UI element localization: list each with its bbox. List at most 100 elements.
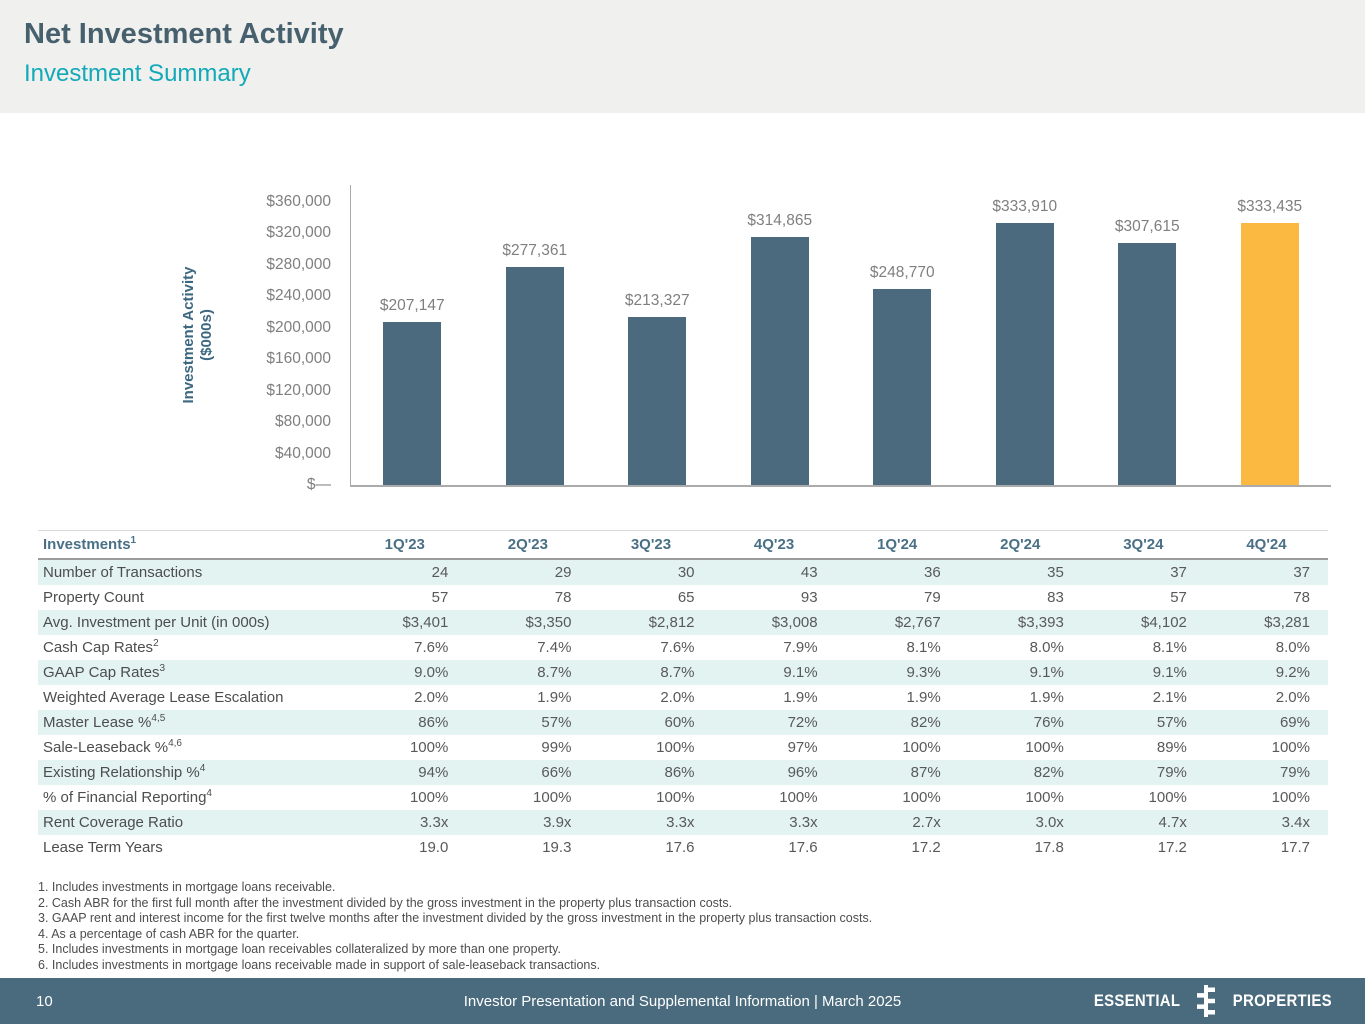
table-cell: 17.6: [788, 839, 818, 856]
footer-text: Investor Presentation and Supplemental I…: [463, 992, 902, 1010]
table-cell: $2,812: [648, 614, 695, 631]
table-cell: $3,008: [771, 614, 818, 631]
table-cell: 86%: [418, 714, 449, 731]
bar-value-label: $314,865: [747, 212, 813, 229]
table-cell: 82%: [910, 714, 941, 731]
table-body: Number of Transactions 24 29 30 43 36 35 37 37 Pr…: [38, 559, 1328, 860]
table-cell: 57%: [541, 714, 572, 731]
table-cell: 60%: [664, 714, 695, 731]
table-cell: 9.1%: [1029, 664, 1064, 681]
table-cell: 100%: [409, 739, 449, 756]
bar-value-label: $248,770: [869, 264, 935, 281]
bar-value-label: $333,910: [992, 198, 1058, 215]
table-cell: 2.1%: [1152, 689, 1187, 706]
bar-group-1: $277,361: [474, 185, 597, 485]
table-cell: 8.7%: [660, 664, 695, 681]
table-cell: 79: [924, 589, 941, 606]
table-cell: 43: [800, 564, 818, 581]
table-cell: 99%: [541, 739, 572, 756]
essential-properties-logo-icon: [1194, 985, 1218, 1017]
table-cell: $4,102: [1141, 614, 1187, 631]
table-cell: 30: [677, 564, 695, 581]
table-row: Avg. Investment per Unit (in 000s) $3,401…: [38, 610, 1328, 635]
column-header: 2Q'23: [466, 530, 590, 560]
table-title: Investments1: [38, 530, 344, 560]
row-label: Rent Coverage Ratio: [43, 814, 184, 831]
table-cell: 9.3%: [906, 664, 941, 681]
table-cell: 100%: [1025, 789, 1064, 806]
table-cell: 93: [800, 589, 818, 606]
bar: [1240, 223, 1299, 485]
table-cell: 100%: [1271, 789, 1310, 806]
y-axis-tick-label: $240,000: [266, 287, 331, 305]
footnote-line: 4. As a percentage of cash ABR for the q…: [38, 926, 300, 941]
column-header: 3Q'23: [589, 530, 713, 560]
column-header: 1Q'24: [835, 530, 959, 560]
table-cell: 37: [1293, 564, 1310, 581]
essential-properties-logo: ESSENTIAL PROPERTIES: [1088, 985, 1339, 1017]
column-header: 4Q'24: [1204, 530, 1328, 560]
logo-word-essential: ESSENTIAL: [1094, 991, 1181, 1010]
table-cell: 9.2%: [1275, 664, 1310, 681]
page-number: 10: [36, 992, 53, 1010]
y-axis-tick-label: $200,000: [266, 318, 331, 336]
footnote-line: 6. Includes investments in mortgage loan…: [38, 957, 601, 972]
table-cell: 100%: [409, 789, 449, 806]
table-cell: 8.0%: [1029, 639, 1064, 656]
y-axis-tick-label: $—: [306, 476, 331, 493]
table-cell: 57: [1170, 589, 1187, 606]
bar-value-label: $207,147: [379, 297, 445, 314]
table-cell: 8.0%: [1275, 639, 1310, 656]
table-row: GAAP Cap Rates3 9.0% 8.7% 8.7% 9.1% 9.3% 9.1% 9…: [38, 660, 1328, 685]
row-label: Master Lease %4,5: [43, 713, 166, 732]
header-band: Net Investment Activity Investment Summa…: [0, 0, 1365, 113]
row-label: GAAP Cap Rates3: [43, 663, 166, 682]
table-row: Master Lease %4,5 86% 57% 60% 72% 82% 76% 57% 69…: [38, 710, 1328, 735]
table-cell: 3.3x: [666, 814, 695, 831]
table-cell: 24: [431, 564, 449, 581]
table-cell: 1.9%: [906, 689, 941, 706]
table-cell: 78: [1293, 589, 1310, 606]
row-label: Weighted Average Lease Escalation: [43, 689, 284, 706]
row-label: Property Count: [43, 589, 144, 606]
table-cell: 8.1%: [906, 639, 941, 656]
bar-group-4: $248,770: [841, 185, 964, 485]
table-cell: 79%: [1279, 764, 1310, 781]
row-label: Number of Transactions: [43, 564, 203, 581]
footnote-line: 3. GAAP rent and interest income for the…: [38, 911, 873, 926]
y-axis-tick-label: $320,000: [266, 224, 331, 242]
row-label: Existing Relationship %4: [43, 763, 206, 782]
bar-value-label: $277,361: [502, 242, 568, 259]
page-title: Net Investment Activity: [24, 18, 344, 50]
bar-group-5: $333,910: [964, 185, 1087, 485]
row-label: Cash Cap Rates2: [43, 638, 159, 657]
bar-value-label: $333,435: [1237, 198, 1303, 215]
table-cell: 76%: [1033, 714, 1064, 731]
table-cell: $3,281: [1264, 614, 1310, 631]
table-cell: $3,350: [525, 614, 572, 631]
table-cell: 35: [1047, 564, 1064, 581]
bar-group-6: $307,615: [1086, 185, 1209, 485]
table-cell: 17.7: [1280, 839, 1310, 856]
table-header-row: Investments1 1Q'23 2Q'23 3Q'23 4Q'23 1Q'24 2Q…: [38, 530, 1328, 560]
table-cell: 97%: [787, 739, 818, 756]
table-cell: 2.0%: [1275, 689, 1310, 706]
table-cell: 7.4%: [537, 639, 572, 656]
table-cell: 3.3x: [789, 814, 818, 831]
table-cell: 86%: [664, 764, 695, 781]
table-cell: 1.9%: [783, 689, 818, 706]
table-cell: $3,393: [1017, 614, 1064, 631]
bar: [383, 322, 442, 485]
row-label: Lease Term Years: [43, 839, 163, 856]
column-header: 1Q'23: [343, 530, 467, 560]
bar: [750, 237, 809, 485]
bar: [628, 317, 687, 485]
table-cell: 9.0%: [414, 664, 449, 681]
footnote-line: 2. Cash ABR for the first full month aft…: [38, 895, 733, 910]
y-axis-tick-label: $120,000: [266, 381, 331, 399]
table-cell: 79%: [1156, 764, 1187, 781]
table-cell: 66%: [541, 764, 572, 781]
table-cell: 100%: [656, 789, 695, 806]
bar-value-label: $307,615: [1114, 218, 1180, 235]
bar: [1118, 243, 1177, 485]
